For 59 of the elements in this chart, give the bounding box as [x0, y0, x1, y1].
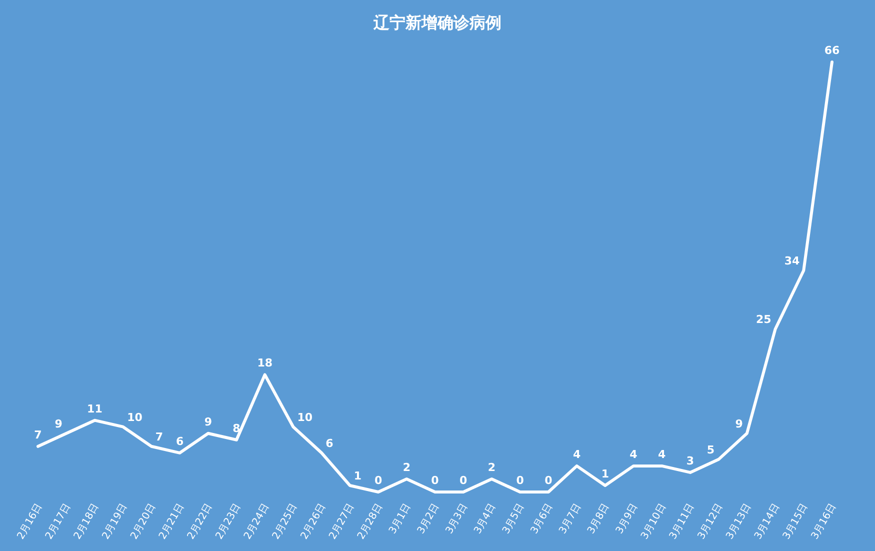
x-tick-label: 3月13日	[724, 502, 754, 542]
data-label: 9	[204, 415, 212, 428]
data-label: 0	[431, 474, 440, 487]
x-tick-label: 2月27日	[327, 502, 357, 542]
x-tick-label: 2月16日	[16, 502, 45, 542]
data-label: 10	[127, 410, 143, 424]
x-tick-label: 3月6日	[529, 502, 556, 536]
x-tick-label: 2月17日	[44, 502, 73, 542]
x-tick-label: 3月4日	[472, 502, 498, 536]
data-label: 4	[630, 448, 638, 461]
x-tick-label: 3月8日	[586, 502, 612, 536]
x-tick-label: 3月11日	[668, 502, 697, 542]
x-tick-label: 2月23日	[214, 502, 244, 542]
x-tick-label: 2月21日	[157, 502, 186, 542]
x-tick-label: 2月22日	[186, 502, 215, 542]
x-tick-label: 2月26日	[299, 502, 328, 542]
data-label: 9	[54, 417, 62, 430]
data-label: 6	[326, 436, 334, 450]
x-tick-label: 3月1日	[387, 502, 414, 536]
data-label: 2	[402, 460, 410, 474]
data-label: 4	[658, 448, 666, 461]
data-label: 11	[87, 402, 102, 416]
data-label: 18	[257, 356, 273, 370]
x-tick-label: 2月28日	[356, 502, 385, 542]
x-tick-label: 3月7日	[557, 502, 584, 536]
data-label: 1	[601, 467, 609, 480]
x-tick-label: 2月25日	[270, 502, 300, 542]
x-tick-label: 3月12日	[696, 502, 726, 542]
data-label: 0	[544, 474, 553, 487]
data-label: 9	[735, 417, 743, 430]
data-label: 25	[756, 313, 772, 326]
data-label: 34	[784, 254, 800, 268]
data-label: 0	[516, 474, 524, 487]
chart-title: 辽宁新增确诊病例	[372, 13, 502, 32]
data-label: 6	[176, 434, 184, 448]
data-label: 2	[488, 460, 496, 474]
x-tick-label: 2月20日	[128, 502, 158, 542]
x-tick-label: 2月18日	[72, 502, 102, 542]
data-label: 0	[374, 474, 382, 487]
x-tick-label: 3月10日	[639, 502, 668, 542]
x-tick-label: 2月24日	[242, 502, 272, 542]
x-tick-label: 3月14日	[752, 502, 782, 542]
x-tick-label: 3月16日	[810, 502, 839, 542]
data-label: 1	[354, 469, 362, 482]
data-label: 66	[824, 44, 840, 57]
x-tick-label: 3月3日	[444, 502, 470, 536]
x-tick-label: 3月15日	[781, 502, 810, 542]
data-label: 3	[686, 454, 694, 468]
data-label: 10	[297, 410, 313, 424]
data-label: 8	[232, 422, 240, 435]
data-label: 7	[155, 430, 164, 444]
x-tick-label: 2月19日	[100, 502, 130, 542]
x-tick-label: 3月2日	[416, 502, 442, 536]
data-label: 5	[706, 443, 715, 456]
data-label: 0	[460, 474, 468, 487]
data-label: 4	[572, 448, 581, 461]
x-tick-label: 3月9日	[614, 502, 640, 536]
data-label: 7	[34, 428, 42, 442]
x-tick-label: 3月5日	[500, 502, 527, 536]
